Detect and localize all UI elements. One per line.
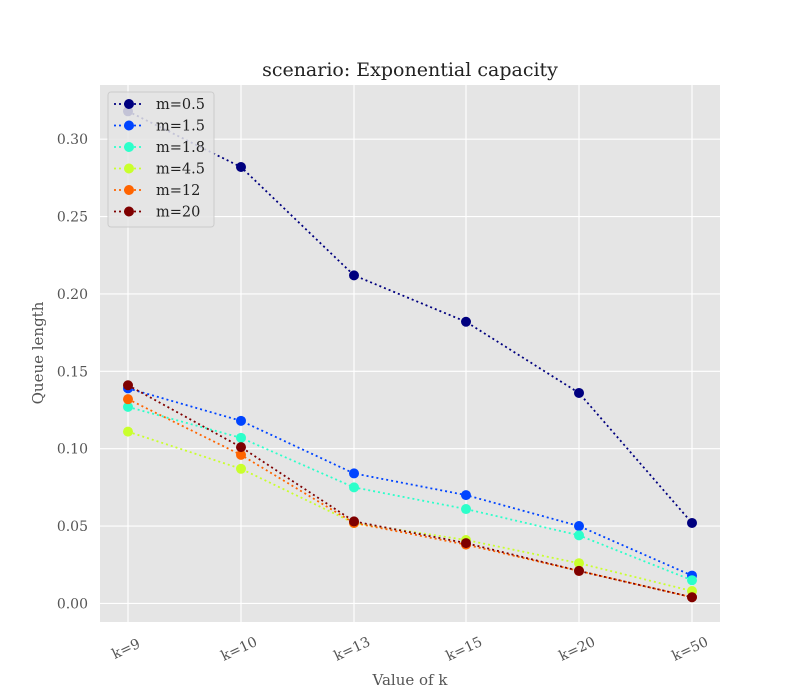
- legend-label: m=1.8: [156, 140, 205, 156]
- y-axis-ticks: 0.00 0.05 0.10 0.15 0.20 0.25 0.30: [57, 132, 88, 612]
- x-tick-label: k=20: [557, 634, 598, 665]
- data-point: [123, 401, 133, 412]
- data-point: [236, 432, 246, 443]
- x-tick-label: k=9: [110, 636, 143, 663]
- series-m=1.8: [123, 401, 697, 586]
- data-point: [461, 490, 471, 501]
- y-axis-label: Queue length: [29, 301, 47, 404]
- legend-marker: [124, 163, 134, 174]
- data-point: [236, 442, 246, 453]
- data-point: [236, 449, 246, 460]
- x-tick-label: k=15: [444, 634, 485, 665]
- legend-label: m=4.5: [156, 162, 205, 178]
- data-point: [574, 530, 584, 541]
- y-tick-label: 0.15: [57, 364, 88, 380]
- legend: m=0.5 m=1.5 m=1.8 m=4.5 m=12 m=20: [107, 91, 215, 228]
- data-point: [461, 316, 471, 327]
- series-line: [127, 384, 693, 599]
- legend-label: m=0.5: [156, 97, 205, 113]
- legend-marker: [124, 99, 134, 109]
- data-point: [574, 558, 584, 569]
- data-point: [574, 521, 584, 532]
- x-tick-label: k=13: [332, 634, 373, 665]
- data-point: [349, 270, 359, 281]
- y-tick-label: 0.00: [57, 596, 88, 612]
- data-point: [123, 394, 133, 405]
- y-tick-label: 0.05: [57, 519, 88, 535]
- y-tick-label: 0.25: [57, 210, 88, 226]
- data-point: [461, 504, 471, 515]
- x-axis-label: Value of k: [372, 671, 449, 689]
- series-group: [123, 106, 697, 603]
- series-line: [127, 406, 693, 582]
- series-line: [127, 110, 693, 524]
- legend-label: m=20: [156, 205, 200, 221]
- data-point: [687, 517, 697, 528]
- y-tick-label: 0.30: [57, 132, 88, 148]
- y-tick-label: 0.20: [57, 287, 88, 303]
- y-tick-label: 0.10: [57, 442, 88, 458]
- chart-title: scenario: Exponential capacity: [262, 59, 558, 81]
- x-axis-ticks: k=9 k=10 k=13 k=15 k=20 k=50: [110, 634, 711, 665]
- x-tick-label: k=10: [219, 634, 260, 665]
- legend-marker: [124, 185, 134, 195]
- data-point: [687, 575, 697, 586]
- legend-label: m=1.5: [156, 119, 205, 135]
- series-m=20: [123, 380, 697, 603]
- data-point: [349, 516, 359, 527]
- legend-marker: [124, 142, 134, 152]
- data-point: [236, 463, 246, 474]
- data-point: [236, 162, 246, 173]
- legend-marker: [124, 120, 134, 131]
- data-point: [687, 592, 697, 603]
- legend-label: m=12: [156, 183, 200, 199]
- data-point: [574, 387, 584, 398]
- legend-marker: [124, 206, 134, 217]
- data-point: [349, 482, 359, 493]
- data-point: [123, 426, 133, 437]
- data-point: [236, 415, 246, 426]
- data-point: [123, 380, 133, 391]
- data-point: [461, 538, 471, 549]
- data-point: [349, 468, 359, 479]
- data-point: [574, 565, 584, 576]
- x-tick-label: k=50: [670, 634, 711, 665]
